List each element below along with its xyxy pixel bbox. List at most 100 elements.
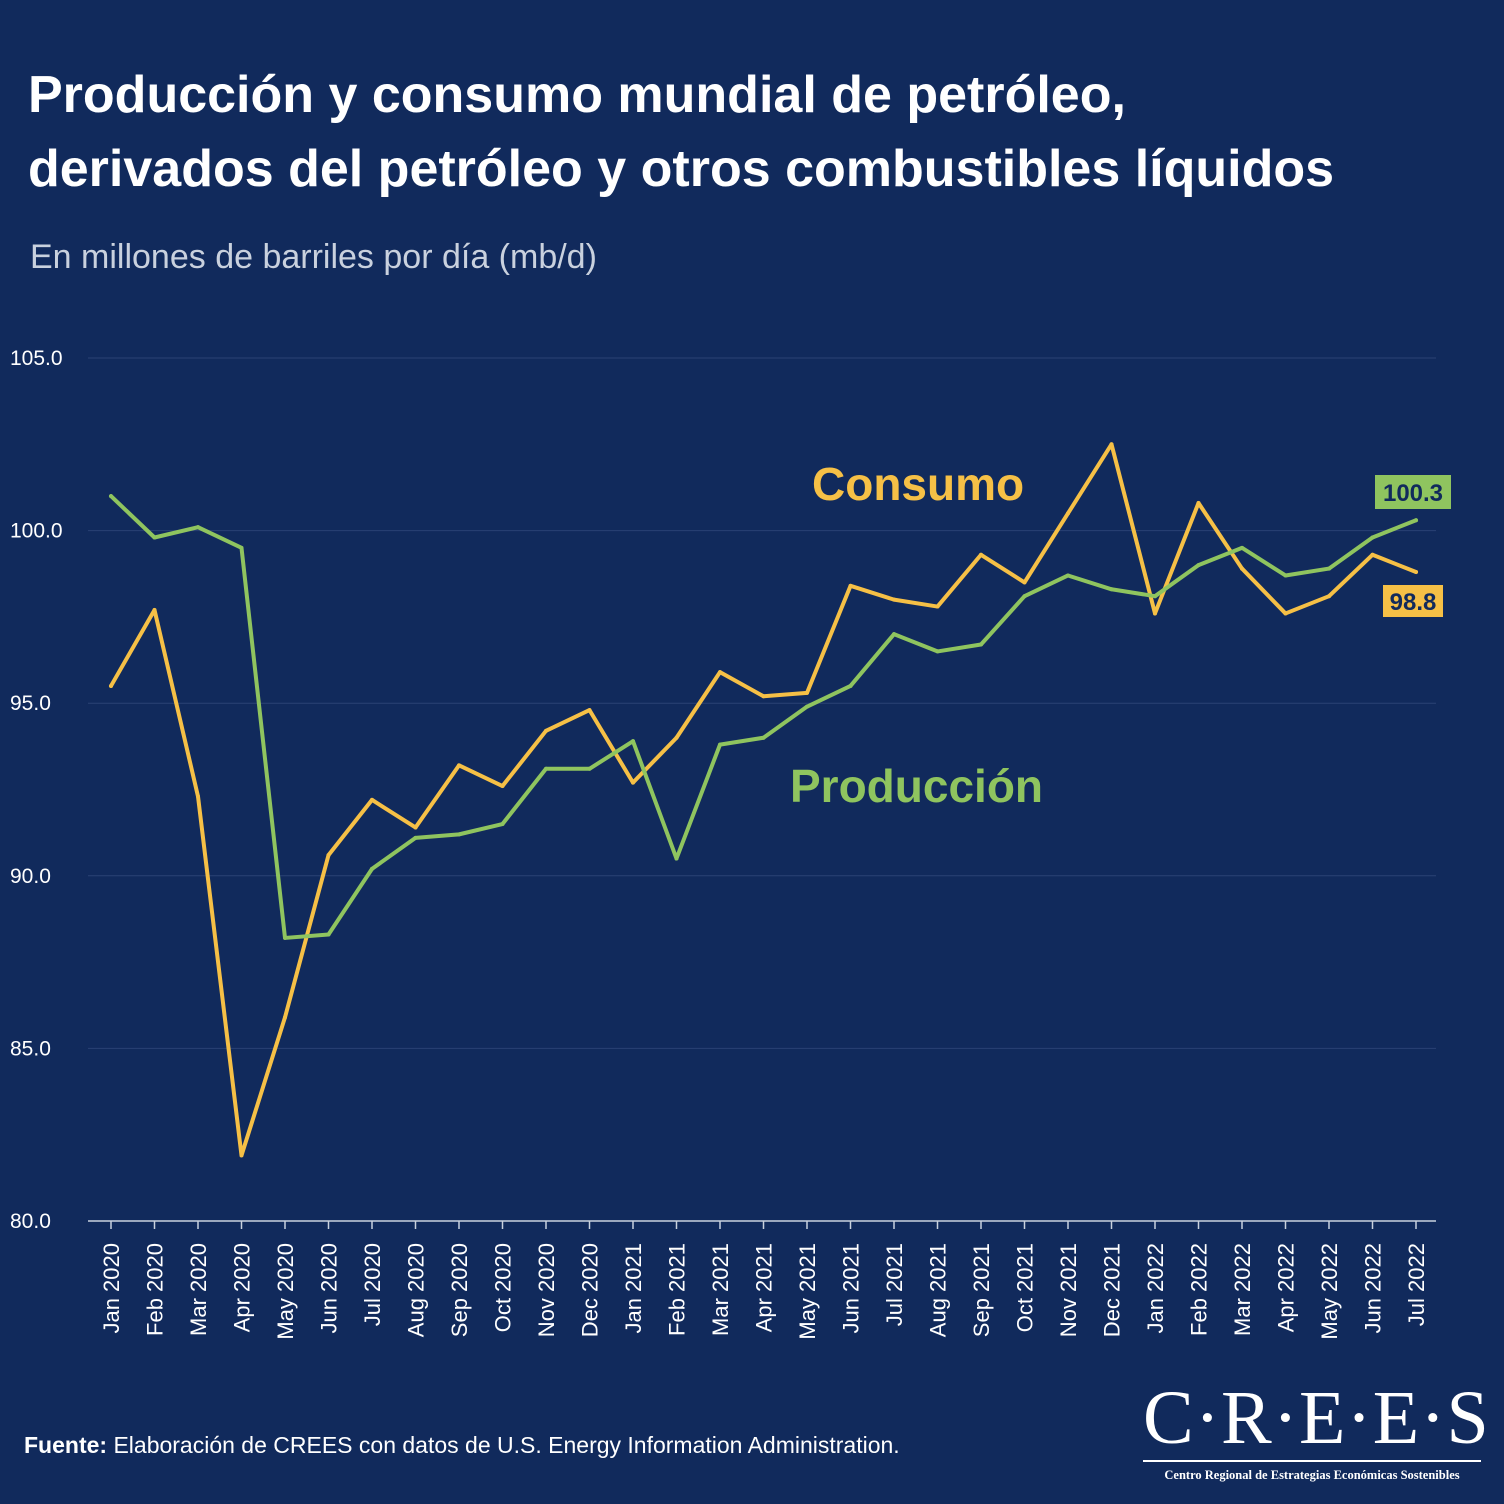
data-point-produccion <box>1153 594 1157 599</box>
x-tick-label: Apr 2020 <box>230 1243 255 1332</box>
x-tick-label: Jun 2020 <box>317 1243 342 1334</box>
x-tick-label: Dec 2021 <box>1100 1243 1125 1337</box>
consumo-end-label: 98.8 <box>1390 589 1437 616</box>
title-line-2: derivados del petróleo y otros combustib… <box>28 140 1335 198</box>
y-tick-label: 80.0 <box>10 1210 51 1233</box>
data-point-consumo <box>1066 511 1070 516</box>
data-point-consumo <box>1022 580 1027 585</box>
data-point-produccion <box>239 545 244 550</box>
data-point-produccion <box>109 494 113 499</box>
data-point-consumo <box>1153 611 1157 616</box>
data-point-produccion <box>1414 518 1418 523</box>
data-point-produccion <box>1240 545 1244 550</box>
x-tick-label: Aug 2021 <box>926 1243 951 1337</box>
data-point-consumo <box>152 607 157 612</box>
data-point-produccion <box>718 742 722 747</box>
title-line-1: Producción y consumo mundial de petróleo… <box>28 66 1126 124</box>
data-point-produccion <box>848 683 853 688</box>
data-point-consumo <box>674 735 679 740</box>
x-tick-label: Feb 2021 <box>665 1243 690 1336</box>
series-layer <box>109 442 1418 1158</box>
logo-rule <box>1143 1460 1481 1462</box>
x-tick-label: Jul 2021 <box>882 1243 907 1326</box>
y-tick-label: 85.0 <box>10 1037 51 1060</box>
data-point-consumo <box>283 1015 287 1020</box>
x-tick-label: Jun 2022 <box>1361 1243 1386 1334</box>
data-point-produccion <box>1196 563 1201 568</box>
data-point-consumo <box>500 784 505 789</box>
data-point-produccion <box>1370 535 1375 540</box>
y-tick-label: 90.0 <box>10 865 51 888</box>
x-tick-label: Feb 2020 <box>143 1243 168 1336</box>
data-point-produccion <box>500 822 505 827</box>
x-tick-label: Oct 2021 <box>1013 1243 1038 1332</box>
data-point-produccion <box>544 766 548 771</box>
y-tick-label: 105.0 <box>10 347 63 370</box>
data-point-consumo <box>935 604 940 609</box>
y-tick-label: 100.0 <box>10 520 63 543</box>
logo-mark: C·R·E·E·S <box>1143 1376 1490 1460</box>
x-tick-label: Oct 2020 <box>491 1243 516 1332</box>
x-tick-label: Jun 2021 <box>839 1243 864 1334</box>
x-tick-label: Jul 2020 <box>360 1243 385 1326</box>
source-label: Fuente: <box>24 1432 108 1458</box>
logo-tagline: Centro Regional de Estrategias Económica… <box>1164 1468 1460 1482</box>
data-point-consumo <box>1196 500 1201 505</box>
data-point-consumo <box>326 853 331 858</box>
data-point-produccion <box>370 866 374 871</box>
data-point-consumo <box>805 690 809 695</box>
data-point-consumo <box>587 708 592 713</box>
x-tick-label: Sep 2020 <box>447 1243 472 1337</box>
data-point-produccion <box>413 835 418 840</box>
chart-title: Producción y consumo mundial de petróleo… <box>28 58 1488 206</box>
consumo-end-label-box <box>1383 585 1443 617</box>
x-tick-label: Mar 2020 <box>186 1243 211 1336</box>
data-point-consumo <box>1327 594 1331 599</box>
data-point-produccion <box>1022 594 1027 599</box>
axis-layer: 80.0 85.0 90.0 95.0 100.0 105.0 Jan 2020 Feb 20… <box>10 347 1436 1340</box>
data-point-consumo <box>718 670 722 675</box>
data-point-produccion <box>1327 566 1331 571</box>
data-point-consumo <box>457 763 461 768</box>
x-tick-label: Dec 2020 <box>578 1243 603 1337</box>
data-point-produccion <box>805 704 809 709</box>
data-point-consumo <box>1109 442 1114 447</box>
x-tick-label: Nov 2020 <box>534 1243 559 1337</box>
source-text: Elaboración de CREES con datos de U.S. E… <box>107 1432 900 1458</box>
x-tick-label: Mar 2022 <box>1230 1243 1255 1336</box>
x-tick-label: Apr 2021 <box>752 1243 777 1332</box>
data-point-consumo <box>761 694 766 699</box>
data-point-produccion <box>979 642 983 647</box>
data-point-produccion <box>761 735 766 740</box>
series-line-produccion <box>109 494 1418 940</box>
data-point-produccion <box>674 856 679 861</box>
x-tick-label: Mar 2021 <box>708 1243 733 1336</box>
data-point-produccion <box>457 832 461 837</box>
data-point-produccion <box>326 932 331 937</box>
data-point-consumo <box>239 1153 244 1158</box>
data-point-consumo <box>848 583 853 588</box>
data-point-consumo <box>1240 566 1244 571</box>
data-point-consumo <box>370 797 374 802</box>
data-point-consumo <box>544 728 548 733</box>
data-point-produccion <box>1283 573 1288 578</box>
data-point-produccion <box>1109 587 1114 592</box>
data-point-consumo <box>196 794 200 799</box>
chart-subtitle: En millones de barriles por día (mb/d) <box>30 238 597 276</box>
x-tick-label: Jan 2021 <box>621 1243 646 1334</box>
x-tick-label: Apr 2022 <box>1274 1243 1299 1332</box>
x-tick-label: Jan 2020 <box>99 1243 124 1334</box>
x-tick-label: Jul 2022 <box>1404 1243 1429 1326</box>
data-point-consumo <box>413 825 418 830</box>
data-point-consumo <box>1414 570 1418 575</box>
data-point-consumo <box>109 683 113 688</box>
y-tick-label: 95.0 <box>10 692 51 715</box>
x-tick-label: Nov 2021 <box>1056 1243 1081 1337</box>
data-point-produccion <box>892 632 896 637</box>
x-tick-label: Feb 2022 <box>1187 1243 1212 1336</box>
data-point-produccion <box>196 525 200 530</box>
x-tick-label: May 2021 <box>795 1243 820 1340</box>
consumo-series-label: Consumo <box>812 458 1024 510</box>
x-tick-label: Jan 2022 <box>1143 1243 1168 1334</box>
